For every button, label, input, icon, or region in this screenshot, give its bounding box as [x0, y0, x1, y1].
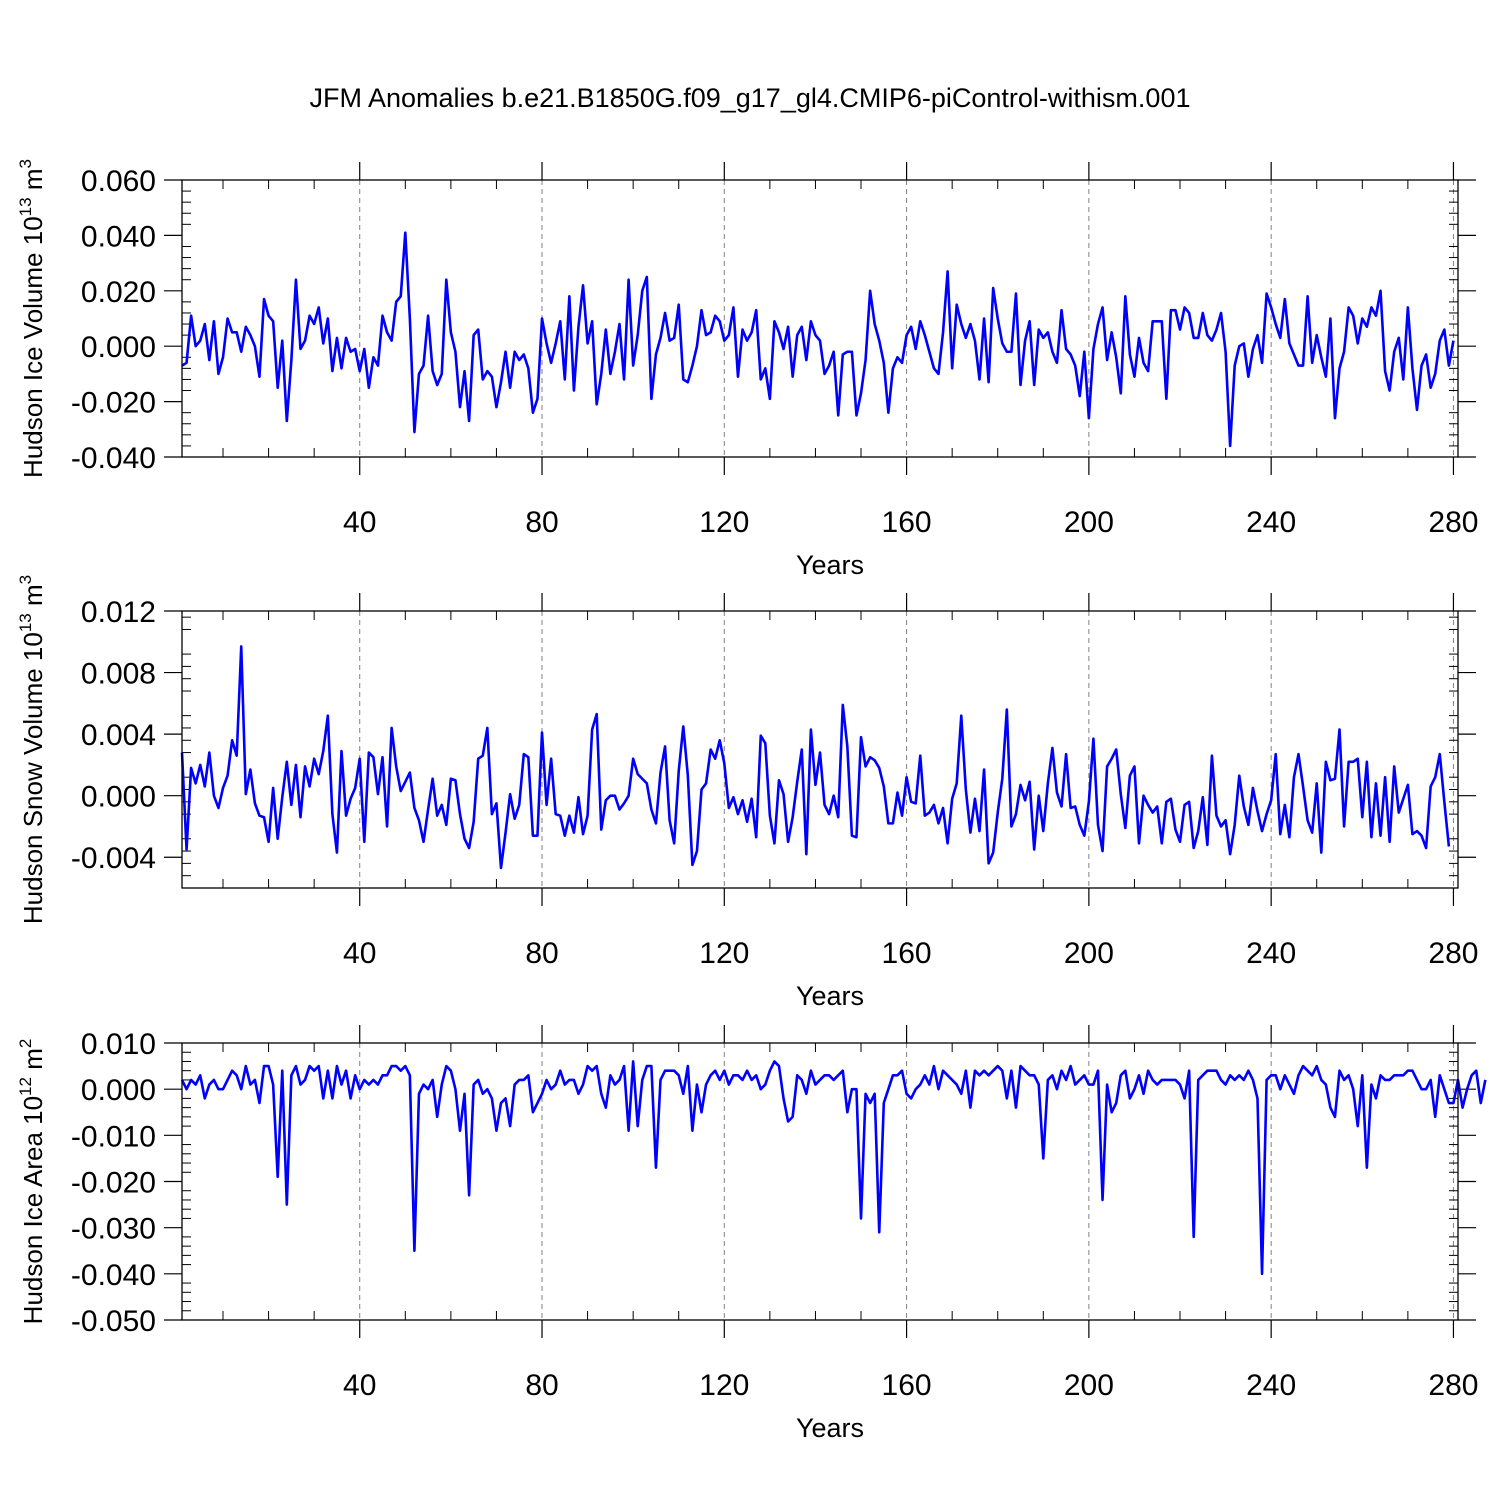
x-tick-label-2: 120: [699, 937, 749, 970]
plot-frame-ice-area: [181, 1042, 1459, 1321]
y-axis-label-unit: m: [18, 584, 48, 613]
y-tick-label-0: -0.040: [71, 442, 156, 475]
x-tick-label-6: 280: [1428, 1369, 1478, 1402]
chart-title: JFM Anomalies b.e21.B1850G.f09_g17_gl4.C…: [310, 83, 1191, 113]
y-tick-label-1: -0.040: [71, 1259, 156, 1292]
y-tick-label-4: 0.012: [81, 596, 156, 629]
y-axis-label-unit: m: [18, 1048, 48, 1077]
y-tick-label-3: 0.008: [81, 658, 156, 691]
x-tick-label-6: 280: [1428, 506, 1478, 539]
y-tick-label-3: -0.020: [71, 1167, 156, 1200]
panel-snow-volume: 40 80 120 160 200 240 280 Years -0.004 0.000 0.004…: [16, 575, 1478, 1011]
x-tick-label-4: 200: [1064, 1369, 1114, 1402]
y-tick-label-1: -0.020: [71, 387, 156, 420]
x-tick-label-0: 40: [343, 506, 376, 539]
x-tick-label-5: 240: [1246, 937, 1296, 970]
x-tick-label-1: 80: [525, 506, 558, 539]
y-tick-label-6: 0.010: [81, 1028, 156, 1061]
y-axis-label-exp: 13: [16, 613, 35, 632]
y-axis-label-unit: m: [18, 169, 48, 198]
y-tick-label-5: 0.000: [81, 1074, 156, 1107]
series-line-ice-volume: [181, 231, 1455, 448]
plot-frame-ice-volume: [181, 179, 1459, 458]
x-axis-label: Years: [796, 1413, 864, 1443]
x-tick-label-3: 160: [882, 937, 932, 970]
y-axis-label-main: Hudson Ice Volume 10: [18, 216, 48, 478]
series-line-snow-volume: [180, 645, 1451, 870]
x-tick-label-2: 120: [699, 1369, 749, 1402]
x-tick-label-0: 40: [343, 1369, 376, 1402]
x-axis-label: Years: [796, 981, 864, 1011]
x-tick-label-0: 40: [343, 937, 376, 970]
x-tick-label-4: 200: [1064, 506, 1114, 539]
x-tick-label-5: 240: [1246, 506, 1296, 539]
x-tick-label-3: 160: [882, 506, 932, 539]
y-axis-label-exp: 13: [16, 197, 35, 216]
x-tick-label-6: 280: [1428, 937, 1478, 970]
y-axis-label: Hudson Ice Area 1012 m2: [16, 1039, 48, 1325]
y-tick-label-2: -0.030: [71, 1213, 156, 1246]
y-axis-label-main: Hudson Snow Volume 10: [18, 632, 48, 924]
y-tick-label-2: 0.004: [81, 719, 156, 752]
y-axis-label-exp: 12: [16, 1077, 35, 1096]
x-tick-label-1: 80: [525, 937, 558, 970]
x-tick-label-3: 160: [882, 1369, 932, 1402]
y-tick-label-4: 0.040: [81, 220, 156, 253]
x-axis-label: Years: [796, 550, 864, 580]
x-tick-label-1: 80: [525, 1369, 558, 1402]
x-tick-label-5: 240: [1246, 1369, 1296, 1402]
y-tick-label-4: -0.010: [71, 1120, 156, 1153]
y-axis-label-unit-exp: 3: [16, 159, 35, 168]
x-tick-label-2: 120: [699, 506, 749, 539]
panel-ice-area: 40 80 120 160 200 240 280 Years -0.050 -0.040 -0.0…: [16, 1025, 1487, 1443]
panels: 40 80 120 160 200 240 280Years-0.040-0.0200.00…: [16, 159, 1487, 1443]
y-axis-label: Hudson Snow Volume 1013 m3: [16, 575, 48, 924]
y-axis-label-unit-exp: 3: [16, 575, 35, 584]
y-tick-label-0: -0.050: [71, 1305, 156, 1338]
y-axis-label-main: Hudson Ice Area 10: [18, 1096, 48, 1324]
y-axis-label: Hudson Ice Volume 1013 m3: [16, 159, 48, 478]
y-axis-label-unit-exp: 2: [16, 1039, 35, 1048]
y-tick-label-1: 0.000: [81, 781, 156, 814]
series-line-ice-area: [180, 1060, 1487, 1276]
x-tick-label-4: 200: [1064, 937, 1114, 970]
y-tick-label-2: 0.000: [81, 331, 156, 364]
y-tick-label-5: 0.060: [81, 165, 156, 198]
y-tick-label-3: 0.020: [81, 276, 156, 309]
y-tick-label-0: -0.004: [71, 842, 156, 875]
panel-ice-volume: 40 80 120 160 200 240 280 Years -0.040 -0.020 0.00…: [16, 159, 1478, 580]
plot-frame-snow-volume: [181, 610, 1459, 889]
